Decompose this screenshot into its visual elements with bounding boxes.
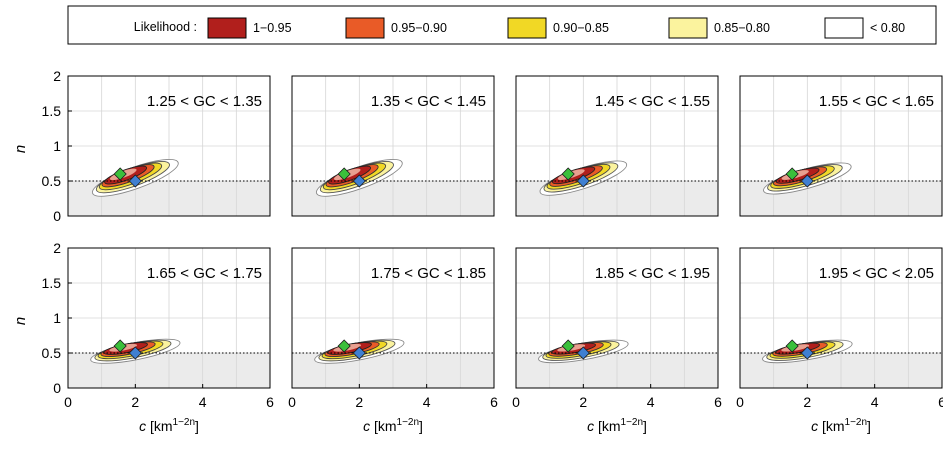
legend-label: 0.95−0.90 [391, 21, 447, 35]
panel-frame [291, 75, 495, 217]
blue-diamond-marker [352, 174, 366, 188]
x-tick-label: 4 [871, 394, 879, 410]
x-tick-label: 2 [579, 394, 587, 410]
blue-diamond-marker [128, 346, 142, 360]
y-tick-label: 0.5 [42, 345, 62, 361]
legend-label: 0.85−0.80 [714, 21, 770, 35]
panel-label: 1.85 < GC < 1.95 [595, 265, 710, 282]
y-tick-label: 1.5 [42, 103, 62, 119]
x-tick-label: 6 [266, 394, 274, 410]
y-tick-label: 0 [53, 380, 61, 396]
x-tick-label: 2 [131, 394, 139, 410]
y-tick-label: 1 [53, 310, 61, 326]
y-tick-label: 0.5 [42, 173, 62, 189]
panel-frame [515, 75, 719, 217]
legend-swatch [824, 17, 864, 39]
y-tick-label: 2 [53, 240, 61, 256]
panel-label: 1.65 < GC < 1.75 [147, 265, 262, 282]
y-tick-label: 1 [53, 138, 61, 154]
panel: 1.35 < GC < 1.45 [291, 75, 495, 217]
panel-frame [515, 247, 719, 389]
x-tick-label: 2 [355, 394, 363, 410]
green-diamond-marker [785, 167, 799, 181]
panel-frame [291, 247, 495, 389]
green-diamond-marker [785, 339, 799, 353]
x-tick-label: 4 [647, 394, 655, 410]
x-axis-label: c [km1−2n] [363, 417, 423, 434]
x-tick-label: 0 [288, 394, 296, 410]
green-diamond-marker [113, 339, 127, 353]
panel-frame [739, 75, 943, 217]
green-diamond-marker [561, 339, 575, 353]
x-tick-label: 6 [490, 394, 498, 410]
legend-title: Likelihood : [134, 20, 197, 34]
y-tick-label: 0 [53, 208, 61, 224]
x-tick-label: 6 [938, 394, 943, 410]
green-diamond-marker [337, 167, 351, 181]
panel: 1.25 < GC < 1.35 0 0.5 1 1.5 2 n [12, 68, 271, 224]
panel: 1.85 < GC < 1.95 0 2 4 6 c [km1−2n] [512, 247, 722, 434]
x-axis-label: c [km1−2n] [811, 417, 871, 434]
panel-label: 1.35 < GC < 1.45 [371, 93, 486, 110]
panel-label: 1.45 < GC < 1.55 [595, 93, 710, 110]
x-tick-label: 4 [423, 394, 431, 410]
legend-swatch [207, 17, 247, 39]
y-axis-label: n [12, 317, 29, 325]
panel: 1.75 < GC < 1.85 0 2 4 6 c [km1−2n] [288, 247, 498, 434]
y-axis-label: n [12, 145, 29, 153]
legend-swatch [345, 17, 385, 39]
panel: 1.55 < GC < 1.65 [739, 75, 943, 217]
y-tick-label: 2 [53, 68, 61, 84]
blue-diamond-marker [576, 346, 590, 360]
legend: Likelihood : 1−0.95 0.95−0.90 0.90−0.85 0.8… [67, 5, 937, 45]
legend-box [67, 5, 937, 45]
legend-swatch [507, 17, 547, 39]
panel-frame [739, 247, 943, 389]
panel-label: 1.95 < GC < 2.05 [819, 265, 934, 282]
x-tick-label: 4 [199, 394, 207, 410]
panel-label: 1.25 < GC < 1.35 [147, 93, 262, 110]
green-diamond-marker [337, 339, 351, 353]
green-diamond-marker [561, 167, 575, 181]
x-tick-label: 6 [714, 394, 722, 410]
blue-diamond-marker [352, 346, 366, 360]
x-tick-label: 0 [64, 394, 72, 410]
panel: 1.65 < GC < 1.75 0 0.5 1 1.5 2 n 0 2 4 6 c [km1−2n] [12, 240, 274, 434]
legend-label: 0.90−0.85 [553, 21, 609, 35]
x-axis-label: c [km1−2n] [587, 417, 647, 434]
x-tick-label: 0 [512, 394, 520, 410]
panel: 1.45 < GC < 1.55 [515, 75, 719, 217]
y-tick-label: 1.5 [42, 275, 62, 291]
panel-label: 1.55 < GC < 1.65 [819, 93, 934, 110]
legend-label: 1−0.95 [253, 21, 292, 35]
x-tick-label: 0 [736, 394, 744, 410]
blue-diamond-marker [800, 174, 814, 188]
x-tick-label: 2 [803, 394, 811, 410]
legend-label: < 0.80 [870, 21, 905, 35]
blue-diamond-marker [128, 174, 142, 188]
blue-diamond-marker [576, 174, 590, 188]
panel-label: 1.75 < GC < 1.85 [371, 265, 486, 282]
green-diamond-marker [113, 167, 127, 181]
panel: 1.95 < GC < 2.05 0 2 4 6 c [km1−2n] [736, 247, 943, 434]
blue-diamond-marker [800, 346, 814, 360]
x-axis-label: c [km1−2n] [139, 417, 199, 434]
legend-swatch [668, 17, 708, 39]
